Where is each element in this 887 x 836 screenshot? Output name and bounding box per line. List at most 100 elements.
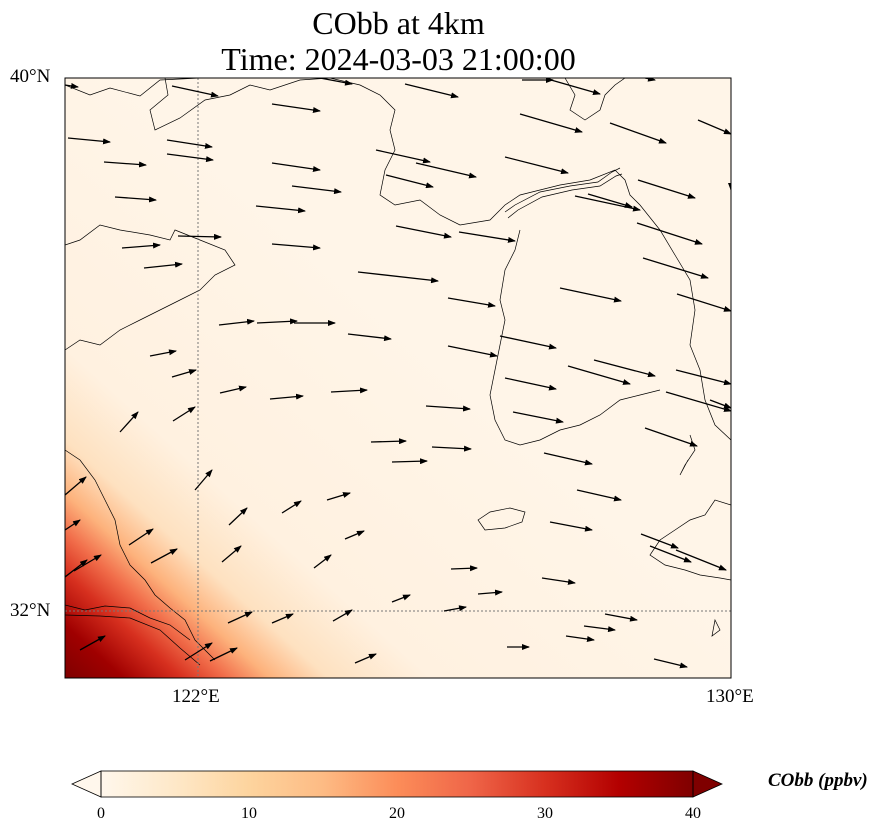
wind-vector — [665, 391, 731, 412]
wind-vector — [166, 153, 214, 163]
colorbar-tick-40: 40 — [685, 805, 701, 822]
wind-vector — [256, 318, 298, 325]
wind-vector — [576, 489, 622, 502]
colorbar-tick-0: 0 — [97, 805, 105, 822]
colorbar-extend-high — [692, 770, 723, 798]
wind-vector — [550, 79, 601, 95]
wind-vector — [184, 642, 213, 661]
colorbar-tick-30: 30 — [537, 805, 553, 822]
wind-vector — [477, 589, 503, 596]
wind-vector — [499, 335, 557, 350]
wind-vector — [559, 287, 622, 303]
wind-vector — [567, 365, 631, 385]
wind-vector — [375, 149, 431, 164]
wind-vector — [149, 349, 177, 357]
wind-vector — [67, 137, 111, 145]
colorbar-extend-low — [71, 770, 102, 798]
wind-vector — [447, 297, 496, 308]
wind-vector — [271, 243, 321, 251]
wind-vector — [512, 411, 564, 424]
wind-vector — [121, 242, 161, 249]
wind-vector — [649, 545, 692, 563]
wind-vector — [221, 545, 242, 563]
colorbar-label: CObb (ppbv) — [768, 770, 868, 791]
wind-vector — [370, 438, 407, 445]
wind-vector — [385, 174, 434, 189]
wind-vector — [541, 577, 576, 585]
wind-vector — [354, 653, 377, 664]
wind-vector — [194, 469, 213, 491]
lon-tick-122: 122°E — [172, 686, 220, 707]
wind-vector — [583, 625, 616, 633]
wind-vector — [172, 406, 196, 422]
wind-vector — [281, 500, 302, 514]
wind-vector — [114, 196, 157, 203]
wind-vector — [79, 635, 106, 651]
wind-vector — [171, 85, 219, 98]
wind-vector — [404, 83, 459, 99]
wind-vector — [177, 233, 222, 240]
lat-tick-40: 40°N — [10, 66, 51, 87]
wind-vector — [593, 359, 656, 378]
wind-vector — [291, 185, 342, 195]
wind-vector — [313, 554, 332, 569]
wind-vector — [504, 156, 569, 175]
wind-vector — [227, 611, 253, 624]
map-title-line1: CObb at 4km — [312, 5, 485, 41]
wind-vector — [103, 161, 147, 168]
wind-vector — [65, 82, 79, 89]
wind-vector — [644, 427, 698, 447]
wind-vector — [543, 452, 593, 466]
wind-vector — [519, 113, 583, 133]
wind-vector — [271, 162, 321, 172]
map-frame — [64, 77, 732, 679]
colorbar-tick-10: 10 — [241, 805, 257, 822]
wind-vector — [549, 521, 593, 532]
wind-vector — [458, 231, 516, 243]
wind-vector — [587, 193, 633, 208]
wind-vector — [504, 377, 557, 391]
wind-vector — [271, 103, 321, 113]
wind-vector — [219, 385, 247, 394]
wind-vector — [347, 333, 392, 342]
wind-vector — [319, 78, 353, 86]
wind-vector — [166, 139, 213, 149]
colorbar-tick-20: 20 — [389, 805, 405, 822]
wind-vector — [326, 492, 351, 501]
wind-vector — [565, 635, 595, 642]
wind-vector — [357, 271, 439, 284]
wind-vector — [391, 594, 411, 603]
wind-vector — [143, 261, 183, 269]
wind-vector — [65, 559, 88, 578]
wind-vector — [228, 507, 248, 526]
wind-vectors — [65, 78, 731, 669]
colorbar — [71, 770, 723, 798]
wind-vector — [697, 119, 731, 135]
wind-vector — [675, 549, 727, 571]
wind-vector — [128, 528, 154, 546]
wind-vector — [653, 658, 688, 669]
lon-tick-130: 130°E — [706, 686, 754, 707]
wind-vector — [431, 445, 472, 452]
lat-tick-32: 32°N — [10, 600, 51, 621]
wind-vector — [415, 162, 477, 179]
wind-vector — [642, 257, 709, 279]
wind-vector — [676, 293, 731, 312]
wind-vector — [65, 476, 87, 496]
wind-vector — [209, 647, 238, 662]
wind-vector — [269, 393, 304, 400]
wind-vector — [119, 411, 139, 433]
wind-vector — [443, 605, 467, 612]
wind-vector — [447, 345, 498, 358]
wind-vector — [425, 405, 471, 412]
wind-vector — [73, 554, 102, 572]
wind-vector — [271, 613, 294, 624]
wind-vector — [609, 122, 667, 144]
wind-vector — [150, 548, 178, 564]
wind-vector — [395, 225, 452, 239]
wind-vector — [636, 222, 703, 245]
wind-vector — [637, 179, 696, 199]
wind-vector — [640, 533, 679, 549]
wind-vector — [332, 609, 353, 622]
